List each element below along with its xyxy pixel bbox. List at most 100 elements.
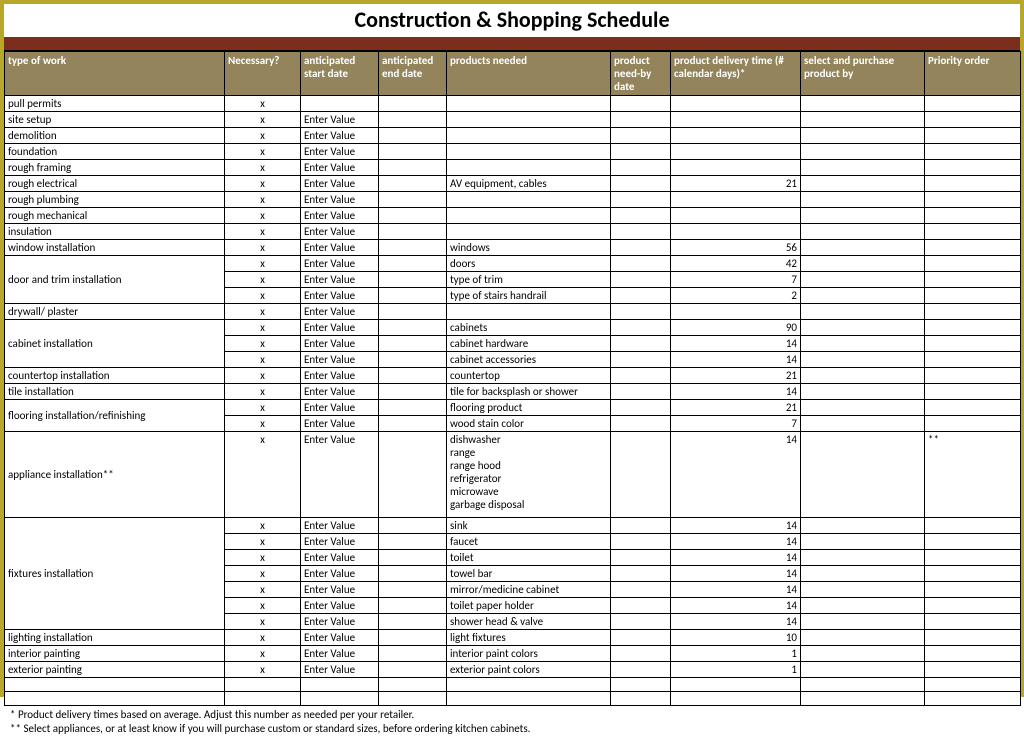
start-date-cell[interactable]: Enter Value bbox=[301, 192, 379, 208]
delivery-cell[interactable]: 14 bbox=[671, 614, 801, 630]
priority-cell[interactable] bbox=[925, 144, 1021, 160]
delivery-cell[interactable]: 14 bbox=[671, 384, 801, 400]
end-date-cell[interactable] bbox=[379, 534, 447, 550]
needby-cell[interactable] bbox=[611, 614, 671, 630]
select-cell[interactable] bbox=[801, 384, 925, 400]
products-cell[interactable]: shower head & valve bbox=[447, 614, 611, 630]
select-cell[interactable] bbox=[801, 240, 925, 256]
empty-cell[interactable] bbox=[611, 692, 671, 706]
products-cell[interactable]: doors bbox=[447, 256, 611, 272]
products-cell[interactable] bbox=[447, 224, 611, 240]
products-cell[interactable] bbox=[447, 304, 611, 320]
priority-cell[interactable] bbox=[925, 304, 1021, 320]
end-date-cell[interactable] bbox=[379, 614, 447, 630]
needby-cell[interactable] bbox=[611, 582, 671, 598]
products-cell[interactable]: cabinet hardware bbox=[447, 336, 611, 352]
start-date-cell[interactable]: Enter Value bbox=[301, 662, 379, 678]
priority-cell[interactable] bbox=[925, 550, 1021, 566]
empty-cell[interactable] bbox=[301, 678, 379, 692]
needby-cell[interactable] bbox=[611, 368, 671, 384]
delivery-cell[interactable]: 7 bbox=[671, 416, 801, 432]
necessary-cell[interactable]: x bbox=[225, 598, 301, 614]
end-date-cell[interactable] bbox=[379, 256, 447, 272]
delivery-cell[interactable]: 21 bbox=[671, 176, 801, 192]
work-cell[interactable]: window installation bbox=[5, 240, 225, 256]
start-date-cell[interactable]: Enter Value bbox=[301, 534, 379, 550]
empty-cell[interactable] bbox=[5, 692, 225, 706]
products-cell[interactable]: AV equipment, cables bbox=[447, 176, 611, 192]
products-cell[interactable] bbox=[447, 144, 611, 160]
start-date-cell[interactable]: Enter Value bbox=[301, 582, 379, 598]
end-date-cell[interactable] bbox=[379, 192, 447, 208]
priority-cell[interactable] bbox=[925, 192, 1021, 208]
needby-cell[interactable] bbox=[611, 96, 671, 112]
start-date-cell[interactable]: Enter Value bbox=[301, 208, 379, 224]
priority-cell[interactable] bbox=[925, 240, 1021, 256]
work-cell[interactable]: pull permits bbox=[5, 96, 225, 112]
products-cell[interactable]: wood stain color bbox=[447, 416, 611, 432]
end-date-cell[interactable] bbox=[379, 646, 447, 662]
start-date-cell[interactable]: Enter Value bbox=[301, 112, 379, 128]
needby-cell[interactable] bbox=[611, 662, 671, 678]
necessary-cell[interactable]: x bbox=[225, 272, 301, 288]
end-date-cell[interactable] bbox=[379, 368, 447, 384]
necessary-cell[interactable]: x bbox=[225, 416, 301, 432]
empty-cell[interactable] bbox=[925, 678, 1021, 692]
end-date-cell[interactable] bbox=[379, 566, 447, 582]
necessary-cell[interactable]: x bbox=[225, 534, 301, 550]
necessary-cell[interactable]: x bbox=[225, 192, 301, 208]
select-cell[interactable] bbox=[801, 256, 925, 272]
delivery-cell[interactable] bbox=[671, 208, 801, 224]
select-cell[interactable] bbox=[801, 288, 925, 304]
select-cell[interactable] bbox=[801, 160, 925, 176]
products-cell[interactable]: exterior paint colors bbox=[447, 662, 611, 678]
needby-cell[interactable] bbox=[611, 518, 671, 534]
delivery-cell[interactable]: 21 bbox=[671, 400, 801, 416]
start-date-cell[interactable]: Enter Value bbox=[301, 368, 379, 384]
products-cell[interactable]: towel bar bbox=[447, 566, 611, 582]
needby-cell[interactable] bbox=[611, 646, 671, 662]
end-date-cell[interactable] bbox=[379, 384, 447, 400]
empty-cell[interactable] bbox=[447, 678, 611, 692]
priority-cell[interactable] bbox=[925, 646, 1021, 662]
needby-cell[interactable] bbox=[611, 384, 671, 400]
products-cell[interactable] bbox=[447, 128, 611, 144]
end-date-cell[interactable] bbox=[379, 208, 447, 224]
work-cell[interactable]: foundation bbox=[5, 144, 225, 160]
end-date-cell[interactable] bbox=[379, 112, 447, 128]
needby-cell[interactable] bbox=[611, 630, 671, 646]
necessary-cell[interactable]: x bbox=[225, 112, 301, 128]
select-cell[interactable] bbox=[801, 192, 925, 208]
needby-cell[interactable] bbox=[611, 208, 671, 224]
necessary-cell[interactable]: x bbox=[225, 144, 301, 160]
work-cell[interactable]: flooring installation/refinishing bbox=[5, 400, 225, 432]
necessary-cell[interactable]: x bbox=[225, 256, 301, 272]
delivery-cell[interactable]: 7 bbox=[671, 272, 801, 288]
products-cell[interactable]: light fixtures bbox=[447, 630, 611, 646]
select-cell[interactable] bbox=[801, 208, 925, 224]
start-date-cell[interactable]: Enter Value bbox=[301, 336, 379, 352]
empty-cell[interactable] bbox=[5, 678, 225, 692]
priority-cell[interactable] bbox=[925, 400, 1021, 416]
products-cell[interactable]: interior paint colors bbox=[447, 646, 611, 662]
delivery-cell[interactable] bbox=[671, 96, 801, 112]
work-cell[interactable]: rough mechanical bbox=[5, 208, 225, 224]
products-cell[interactable]: toilet bbox=[447, 550, 611, 566]
delivery-cell[interactable]: 1 bbox=[671, 662, 801, 678]
necessary-cell[interactable]: x bbox=[225, 160, 301, 176]
products-cell[interactable]: type of stairs handrail bbox=[447, 288, 611, 304]
empty-cell[interactable] bbox=[301, 692, 379, 706]
necessary-cell[interactable]: x bbox=[225, 320, 301, 336]
start-date-cell[interactable]: Enter Value bbox=[301, 646, 379, 662]
necessary-cell[interactable]: x bbox=[225, 550, 301, 566]
select-cell[interactable] bbox=[801, 368, 925, 384]
work-cell[interactable]: interior painting bbox=[5, 646, 225, 662]
necessary-cell[interactable]: x bbox=[225, 630, 301, 646]
select-cell[interactable] bbox=[801, 272, 925, 288]
needby-cell[interactable] bbox=[611, 272, 671, 288]
work-cell[interactable]: exterior painting bbox=[5, 662, 225, 678]
priority-cell[interactable] bbox=[925, 598, 1021, 614]
products-cell[interactable] bbox=[447, 160, 611, 176]
start-date-cell[interactable]: Enter Value bbox=[301, 160, 379, 176]
start-date-cell[interactable]: Enter Value bbox=[301, 256, 379, 272]
